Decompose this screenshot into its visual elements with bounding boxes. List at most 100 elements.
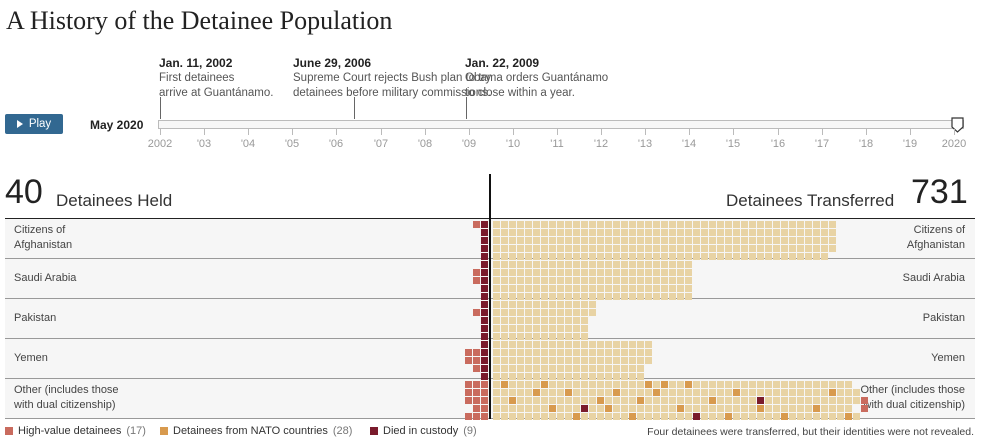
detainee-square	[685, 237, 692, 244]
timeline-tick-label: '11	[550, 138, 564, 150]
detainee-square	[517, 341, 524, 348]
detainee-square	[517, 413, 524, 420]
detainee-square	[621, 229, 628, 236]
event-desc-line: to close within a year.	[465, 87, 575, 99]
detainee-square	[805, 381, 812, 388]
detainee-square	[733, 245, 740, 252]
detainee-square	[597, 349, 604, 356]
detainee-square	[573, 301, 580, 308]
detainee-square	[629, 253, 636, 260]
detainee-square	[765, 245, 772, 252]
detainee-square	[837, 413, 844, 420]
detainee-square	[781, 397, 788, 404]
detainee-square	[613, 381, 620, 388]
detainee-square	[501, 221, 508, 228]
detainee-square	[465, 381, 472, 388]
detainee-square	[597, 269, 604, 276]
detainee-square	[629, 237, 636, 244]
detainee-square	[509, 229, 516, 236]
timeline-tick	[822, 129, 823, 135]
timeline-slider[interactable]	[158, 120, 964, 129]
timeline-tick-label: '10	[505, 138, 521, 150]
detainee-square	[605, 389, 612, 396]
detainee-square	[565, 293, 572, 300]
timeline-event-2002: Jan. 11, 2002 First detainees arrive at …	[159, 56, 273, 101]
detainee-square	[613, 269, 620, 276]
detainee-square	[613, 365, 620, 372]
row-label-line: Afghanistan	[906, 239, 965, 251]
detainee-square	[621, 341, 628, 348]
detainee-square	[629, 285, 636, 292]
detainee-square	[565, 325, 572, 332]
row-label-line: Citizens of	[14, 224, 66, 236]
detainee-square	[709, 397, 716, 404]
detainee-square	[597, 397, 604, 404]
detainee-square	[533, 237, 540, 244]
detainee-square	[533, 261, 540, 268]
detainee-square	[481, 365, 488, 372]
detainee-square	[621, 221, 628, 228]
slider-handle[interactable]	[951, 117, 964, 133]
detainee-square	[549, 325, 556, 332]
detainee-square	[565, 349, 572, 356]
detainee-square	[481, 269, 488, 276]
detainee-square	[677, 389, 684, 396]
detainee-square	[749, 245, 756, 252]
detainee-square	[501, 253, 508, 260]
detainee-square	[709, 229, 716, 236]
detainee-square	[597, 373, 604, 380]
detainee-square	[493, 221, 500, 228]
detainee-square	[597, 245, 604, 252]
detainee-square	[821, 253, 828, 260]
detainee-square	[629, 389, 636, 396]
detainee-square	[541, 301, 548, 308]
detainee-square	[821, 229, 828, 236]
detainee-square	[525, 237, 532, 244]
detainee-square	[517, 373, 524, 380]
detainee-square	[669, 293, 676, 300]
detainee-square	[549, 221, 556, 228]
detainee-square	[541, 253, 548, 260]
timeline-tick-label: '06	[328, 138, 344, 150]
detainee-square	[677, 397, 684, 404]
detainee-square	[773, 253, 780, 260]
detainee-square	[749, 397, 756, 404]
detainee-square	[645, 221, 652, 228]
play-button[interactable]: Play	[5, 114, 63, 134]
detainee-square	[733, 413, 740, 420]
detainee-square	[669, 381, 676, 388]
detainee-square	[605, 237, 612, 244]
detainee-square	[501, 317, 508, 324]
detainee-square	[829, 245, 836, 252]
detainee-square	[517, 269, 524, 276]
detainee-square	[749, 229, 756, 236]
detainee-square	[525, 349, 532, 356]
detainee-square	[781, 389, 788, 396]
detainee-square	[717, 381, 724, 388]
detainee-square	[629, 413, 636, 420]
detainee-square	[645, 381, 652, 388]
detainee-square	[493, 405, 500, 412]
timeline-tick-label: 2002	[147, 138, 173, 150]
detainee-square	[473, 349, 480, 356]
detainee-square	[765, 397, 772, 404]
detainee-square	[637, 405, 644, 412]
detainee-square	[481, 237, 488, 244]
detainee-square	[589, 341, 596, 348]
detainee-square	[501, 413, 508, 420]
detainee-square	[605, 277, 612, 284]
row-label-right: Saudi Arabia	[902, 272, 965, 284]
detainee-square	[509, 285, 516, 292]
detainee-square	[661, 397, 668, 404]
detainee-square	[541, 397, 548, 404]
detainee-square	[533, 341, 540, 348]
detainee-square	[573, 333, 580, 340]
detainee-square	[685, 405, 692, 412]
detainee-square	[669, 261, 676, 268]
detainee-square	[581, 221, 588, 228]
detainee-square	[501, 357, 508, 364]
detainee-square	[533, 413, 540, 420]
detainee-square	[581, 293, 588, 300]
detainee-square	[629, 269, 636, 276]
detainee-square	[557, 357, 564, 364]
